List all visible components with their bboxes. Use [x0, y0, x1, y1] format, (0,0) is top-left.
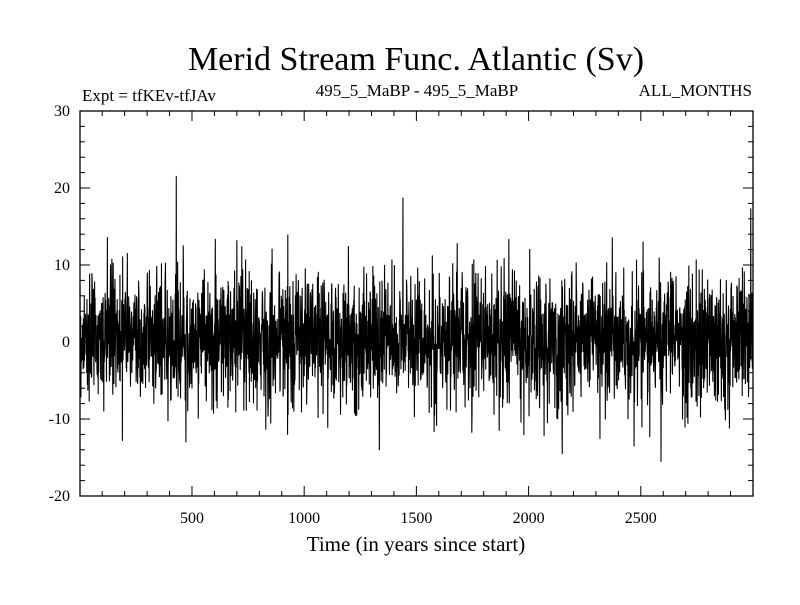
y-tick-label: 20: [54, 180, 70, 197]
y-tick-label: 10: [54, 257, 70, 274]
axis-ticks-group: [80, 111, 753, 496]
x-tick-label: 1000: [288, 510, 320, 527]
y-tick-label: -20: [49, 488, 70, 505]
y-tick-label: -10: [49, 411, 70, 428]
x-tick-label: 2500: [625, 510, 657, 527]
chart-title: Merid Stream Func. Atlantic (Sv): [188, 41, 644, 78]
plot-frame: [79, 110, 754, 497]
months-label: ALL_MONTHS: [639, 81, 752, 100]
series-line: [79, 175, 754, 462]
x-tick-labels-group: 500 1000 1500 2000 2500: [180, 510, 657, 527]
experiment-label: Expt = tfKEv-tfJAv: [82, 86, 216, 105]
y-tick-label: 30: [54, 103, 70, 120]
x-tick-label: 2000: [513, 510, 545, 527]
y-tick-labels-group: -20 -10 0 10 20 30: [49, 103, 70, 505]
y-tick-label: 0: [62, 334, 70, 351]
plot-series-group: [79, 175, 754, 462]
x-axis-label: Time (in years since start): [307, 532, 526, 556]
period-label: 495_5_MaBP - 495_5_MaBP: [316, 81, 518, 100]
x-tick-label: 1500: [400, 510, 432, 527]
x-tick-label: 500: [180, 510, 204, 527]
